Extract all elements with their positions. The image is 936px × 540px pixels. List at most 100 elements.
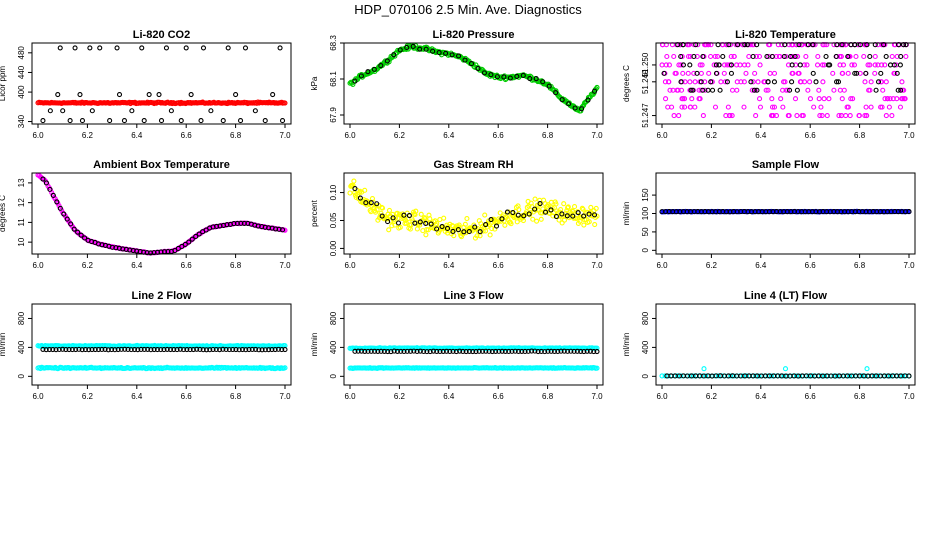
- black-point: [40, 118, 46, 124]
- panel-title: Li-820 Temperature: [735, 29, 836, 41]
- black-point: [375, 348, 381, 354]
- magenta-point: [734, 79, 740, 85]
- magenta-point: [729, 87, 736, 93]
- black-point: [77, 91, 83, 98]
- magenta-point: [728, 53, 734, 60]
- black-point: [823, 53, 829, 60]
- black-point: [196, 231, 202, 237]
- black-point: [394, 348, 401, 354]
- magenta-point: [679, 104, 685, 110]
- cyan-point: [662, 373, 668, 379]
- x-tick-label: 7.0: [903, 131, 915, 140]
- black-point: [787, 87, 793, 93]
- y-tick-label: 400: [329, 340, 338, 354]
- black-point: [529, 348, 535, 354]
- black-point: [158, 118, 165, 124]
- yellow-point: [580, 206, 586, 212]
- magenta-point: [804, 62, 810, 68]
- panel-title: Li-820 CO2: [133, 29, 190, 41]
- black-point: [210, 346, 216, 353]
- magenta-point: [796, 70, 802, 76]
- black-point: [385, 219, 391, 225]
- black-point: [275, 346, 282, 352]
- x-tick-label: 7.0: [591, 392, 603, 401]
- magenta-point: [725, 104, 731, 110]
- black-point: [434, 226, 440, 232]
- yellow-point: [386, 207, 393, 213]
- black-point: [443, 50, 449, 56]
- black-point: [453, 349, 459, 355]
- magenta-point: [687, 79, 693, 85]
- panel-7: Line 2 Flow ml/min 6.0 6.2 6.4 6.6 6.8 7.0 0 400 8…: [0, 290, 292, 401]
- yellow-point: [530, 216, 536, 222]
- black-point: [138, 346, 144, 353]
- magenta-point: [801, 79, 808, 85]
- black-point: [797, 62, 803, 68]
- black-point: [483, 221, 489, 228]
- magenta-point: [879, 104, 885, 110]
- yellow-point: [545, 202, 551, 208]
- black-point: [372, 348, 378, 354]
- black-point: [506, 348, 512, 354]
- x-tick-label: 6.8: [854, 131, 866, 140]
- series-points: [35, 172, 288, 256]
- panel-title: Line 3 Flow: [444, 290, 504, 302]
- series-points: [659, 366, 912, 379]
- black-point: [787, 53, 794, 60]
- black-point: [352, 348, 358, 354]
- yellow-point: [558, 207, 564, 213]
- black-point: [86, 347, 92, 353]
- black-point: [57, 205, 63, 211]
- black-point: [533, 76, 539, 82]
- black-point: [122, 346, 128, 352]
- x-tick-label: 6.4: [131, 131, 143, 140]
- black-point: [581, 213, 587, 219]
- black-point: [71, 226, 77, 232]
- x-axis: 6.0 6.2 6.4 6.6 6.8 7.0: [344, 385, 603, 401]
- x-tick-label: 6.8: [854, 392, 866, 401]
- black-point: [277, 45, 283, 51]
- black-point: [411, 348, 417, 354]
- yellow-point: [565, 205, 571, 211]
- black-point: [430, 48, 436, 54]
- black-point: [694, 70, 700, 76]
- yellow-point: [578, 214, 584, 220]
- x-tick-label: 6.6: [181, 261, 193, 270]
- black-point: [365, 69, 371, 75]
- black-point: [771, 79, 777, 85]
- magenta-point: [763, 87, 769, 93]
- magenta-point: [841, 87, 847, 93]
- yellow-point: [362, 187, 368, 193]
- black-point: [479, 348, 486, 354]
- magenta-point: [849, 62, 855, 68]
- magenta-point: [868, 104, 874, 110]
- black-point: [444, 225, 451, 231]
- black-point: [878, 70, 884, 76]
- black-point: [526, 211, 532, 217]
- magenta-point: [689, 96, 695, 102]
- black-point: [434, 348, 440, 354]
- y-tick-label: 150: [641, 188, 650, 202]
- y-tick-label: 340: [17, 114, 26, 128]
- black-point: [542, 349, 548, 355]
- black-point: [568, 348, 574, 354]
- yellow-point: [389, 223, 395, 229]
- x-tick-label: 6.0: [344, 261, 356, 270]
- y-tick-label: 13: [17, 178, 26, 187]
- yellow-point: [516, 207, 522, 213]
- black-point: [114, 45, 120, 51]
- cyan-point: [715, 373, 721, 379]
- black-point: [243, 347, 249, 353]
- black-point: [102, 346, 108, 352]
- x-axis: 6.0 6.2 6.4 6.6 6.8 7.0: [656, 254, 915, 270]
- black-point: [197, 346, 203, 352]
- yellow-point: [533, 207, 539, 213]
- black-point: [239, 346, 246, 353]
- black-point: [460, 348, 466, 355]
- black-point: [863, 70, 869, 76]
- black-point: [200, 347, 206, 353]
- magenta-point: [816, 87, 822, 93]
- black-point: [181, 347, 187, 353]
- black-point: [906, 209, 912, 215]
